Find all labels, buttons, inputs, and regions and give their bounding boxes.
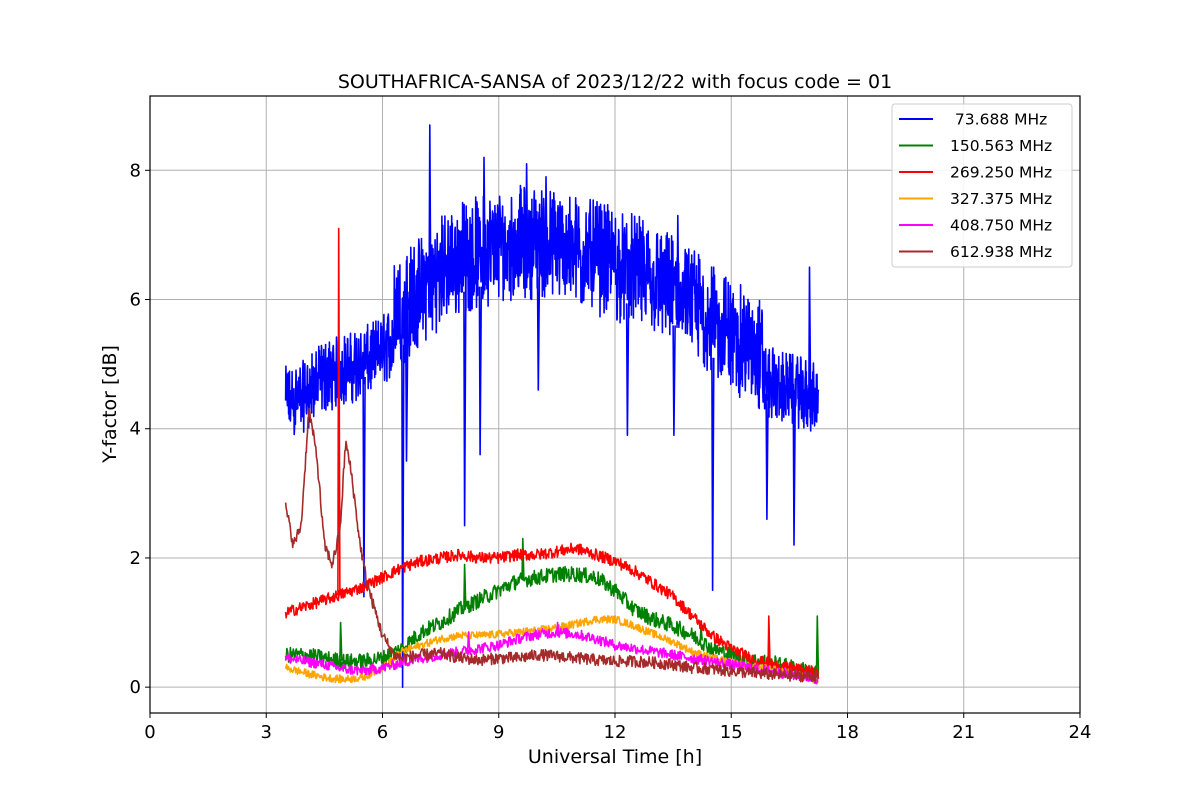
- legend-label: 269.250 MHz: [950, 164, 1052, 182]
- x-tick-label: 3: [261, 722, 272, 743]
- x-tick-label: 24: [1069, 722, 1092, 743]
- x-tick-label: 12: [604, 722, 627, 743]
- x-tick-label: 21: [952, 722, 975, 743]
- y-tick-label: 8: [130, 160, 141, 181]
- x-tick-label: 6: [377, 722, 388, 743]
- y-tick-label: 2: [130, 548, 141, 569]
- y-tick-label: 4: [130, 419, 141, 440]
- chart-title: SOUTHAFRICA-SANSA of 2023/12/22 with foc…: [338, 71, 892, 93]
- legend-label: 327.375 MHz: [950, 190, 1052, 208]
- legend-label: 612.938 MHz: [950, 243, 1052, 261]
- x-tick-label: 18: [836, 722, 859, 743]
- series-line: [284, 407, 820, 683]
- legend: 73.688 MHz 150.563 MHz 269.250 MHz 327.375 …: [891, 103, 1073, 268]
- legend-label: 73.688 MHz: [950, 111, 1047, 129]
- y-tick-label: 6: [130, 290, 141, 311]
- x-tick-label: 0: [144, 722, 155, 743]
- plot-series: [284, 124, 820, 688]
- x-axis-title: Universal Time [h]: [528, 746, 702, 768]
- y-tick-label: 0: [130, 677, 141, 698]
- y-axis-title: Y-factor [dB]: [99, 345, 121, 464]
- legend-label: 408.750 MHz: [950, 217, 1052, 235]
- legend-label: 150.563 MHz: [950, 137, 1052, 155]
- x-tick-label: 15: [720, 722, 743, 743]
- x-tick-label: 9: [493, 722, 504, 743]
- series-line: [284, 227, 820, 680]
- series-line: [284, 537, 820, 679]
- series-line: [284, 621, 820, 685]
- series-line: [284, 124, 820, 688]
- legend-box: [891, 103, 1073, 268]
